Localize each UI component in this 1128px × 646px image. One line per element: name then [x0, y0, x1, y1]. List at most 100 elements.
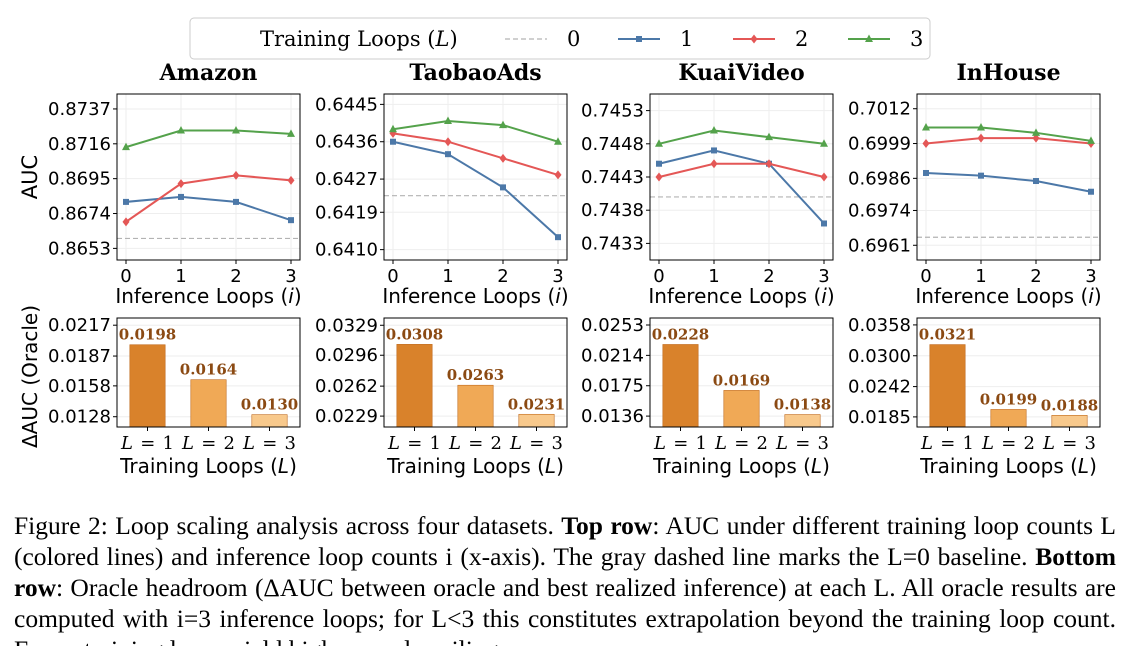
bar-panel-1-bar-value-label: 0.0164: [180, 361, 237, 379]
legend-marker-3: [865, 34, 873, 42]
bar-panel-3-bar-L2: [723, 390, 760, 428]
bar-panel-4-xlabel: Training Loops (L): [919, 454, 1097, 478]
panel-kuaivideo-series-L3: [658, 129, 825, 145]
panel-amazon-point-L3: [177, 126, 185, 134]
bar-panel-2-bar-value-label: 0.0231: [508, 395, 565, 413]
panel-inhouse-series-L2: [925, 137, 1092, 145]
panel-kuaivideo-point-L1: [656, 160, 662, 167]
panel-amazon-point-L2: [177, 179, 185, 189]
bar-panel-3-xtick-label: L = 2: [714, 433, 768, 454]
panel-taobaoads-ytick-label: 0.6427: [315, 169, 378, 190]
bar-panel-2-bar-L3: [518, 413, 555, 428]
panel-amazon-ytick-label: 0.8695: [48, 169, 111, 190]
bar-panel-3-ytick-label: 0.0253: [581, 315, 644, 336]
panel-inhouse-frame: [916, 93, 1101, 261]
bar-panel-4-ytick-label: 0.0358: [848, 315, 911, 336]
bar-panel-3-xlabel: Training Loops (L): [652, 454, 830, 478]
bar-panel-1-ytick-label: 0.0128: [48, 407, 111, 428]
panel-amazon-series-L1: [125, 195, 292, 222]
bar-panel-4-bar-value-label: 0.0188: [1041, 396, 1098, 414]
panel-inhouse-title: InHouse: [956, 60, 1060, 86]
panel-kuaivideo-ytick-label: 0.7438: [581, 200, 644, 221]
caption-top-row-text: : AUC under different training loop coun…: [14, 511, 1116, 571]
panel-taobaoads-point-L3: [389, 124, 397, 133]
bar-panel-2-ytick-label: 0.0262: [315, 376, 378, 397]
panel-taobaoads-point-L1: [390, 138, 396, 145]
bar-panel-2-bar-value-label: 0.0263: [447, 366, 504, 384]
bar-panel-2-bar-L1: [396, 344, 433, 428]
panel-taobaoads-point-L2: [444, 137, 452, 147]
panel-inhouse-point-L1: [1088, 188, 1094, 195]
panel-amazon-xtick-label: 3: [285, 266, 296, 287]
panel-inhouse-xtick-label: 3: [1085, 266, 1096, 287]
panel-taobaoads-point-L2: [554, 170, 562, 180]
panel-kuaivideo-ytick-label: 0.7453: [581, 101, 644, 122]
panel-kuaivideo-point-L3: [710, 126, 718, 134]
panel-amazon-point-L1: [123, 198, 129, 205]
panel-inhouse-point-L2: [1032, 133, 1040, 143]
panel-taobaoads-point-L1: [445, 151, 451, 158]
panel-inhouse-ytick-label: 0.6999: [848, 134, 911, 155]
legend-title: Training Loops (L): [260, 27, 458, 51]
panel-taobaoads-point-L2: [499, 153, 507, 163]
panel-inhouse-point-L1: [978, 172, 984, 179]
panel-amazon-ytick-label: 0.8674: [48, 204, 111, 225]
panel-inhouse-ytick-label: 0.6961: [848, 235, 911, 256]
panel-kuaivideo-point-L1: [821, 220, 827, 227]
legend-label-2: 2: [795, 27, 808, 51]
panel-inhouse-point-L1: [923, 169, 929, 176]
bar-panel-1-xtick-label: L = 1: [120, 433, 174, 454]
panel-amazon-series-L3: [125, 129, 292, 149]
caption-bottom-row-text: : Oracle headroom (ΔAUC between oracle a…: [14, 573, 1116, 646]
panel-amazon-ytick-label: 0.8737: [48, 99, 111, 120]
panel-inhouse-xtick-label: 1: [975, 266, 986, 287]
legend-marker-2: [750, 34, 758, 44]
bar-panel-3-bar-value-label: 0.0169: [713, 371, 770, 389]
panel-kuaivideo-point-L3: [765, 132, 773, 141]
bar-panel-4-bar-L2: [990, 409, 1027, 428]
bar-panel-1-xtick-label: L = 2: [181, 433, 235, 454]
panel-taobaoads-series-L3: [392, 119, 559, 143]
bar-panel-3-ytick-label: 0.0214: [581, 345, 644, 366]
panel-taobaoads-ytick-label: 0.6445: [315, 94, 378, 115]
panel-amazon-point-L3: [287, 129, 295, 137]
panel-kuaivideo-xtick-label: 1: [708, 266, 719, 287]
panel-kuaivideo-point-L2: [710, 159, 718, 169]
bar-panel-3-xtick-label: L = 1: [653, 433, 707, 454]
panel-amazon-xtick-label: 2: [230, 266, 241, 287]
panel-kuaivideo-point-L3: [655, 139, 663, 147]
bar-panel-2-frame: [383, 317, 568, 428]
panel-inhouse-point-L3: [1032, 128, 1040, 136]
caption-top-row-label: Top row: [561, 511, 653, 540]
panel-taobaoads-ytick-label: 0.6419: [315, 202, 378, 223]
panel-taobaoads-xtick-label: 3: [552, 266, 563, 287]
bar-panel-3-bar-L1: [662, 344, 699, 428]
bar-panel-3-bar-value-label: 0.0228: [652, 325, 709, 343]
panel-kuaivideo-series-L2: [658, 162, 825, 178]
panel-inhouse-point-L2: [922, 139, 930, 149]
panel-amazon-point-L3: [232, 126, 240, 134]
panel-amazon-point-L2: [122, 217, 130, 227]
panel-amazon-xlabel: Inference Loops (i): [115, 284, 301, 308]
bar-panel-4-xtick-label: L = 2: [981, 433, 1035, 454]
panel-kuaivideo-title: KuaiVideo: [678, 60, 804, 86]
panel-inhouse-series-L3: [926, 126, 1092, 142]
bar-panel-1-bar-value-label: 0.0130: [241, 396, 298, 414]
legend-label-3: 3: [910, 27, 923, 51]
panel-amazon-ytick-label: 0.8716: [48, 134, 111, 155]
panel-kuaivideo-point-L2: [820, 172, 828, 182]
panel-kuaivideo-xtick-label: 2: [763, 266, 774, 287]
panel-inhouse-xtick-label: 0: [920, 266, 931, 287]
legend-label-1: 1: [680, 27, 693, 51]
bar-panel-2-xtick-label: L = 3: [509, 433, 563, 454]
bar-panel-2-ytick-label: 0.0229: [315, 406, 378, 427]
panel-inhouse-ytick-label: 0.7012: [848, 99, 911, 120]
bar-panel-1-frame: [116, 317, 301, 428]
panel-taobaoads-xtick-label: 0: [387, 266, 398, 287]
legend-label-0: 0: [567, 27, 580, 51]
bar-panel-4-bar-L1: [929, 344, 966, 428]
panel-inhouse-series-L1: [925, 171, 1092, 193]
panel-inhouse-xlabel: Inference Loops (i): [915, 284, 1101, 308]
bar-panel-4-bar-L3: [1051, 415, 1088, 428]
bar-panel-1-bar-L1: [129, 344, 166, 428]
